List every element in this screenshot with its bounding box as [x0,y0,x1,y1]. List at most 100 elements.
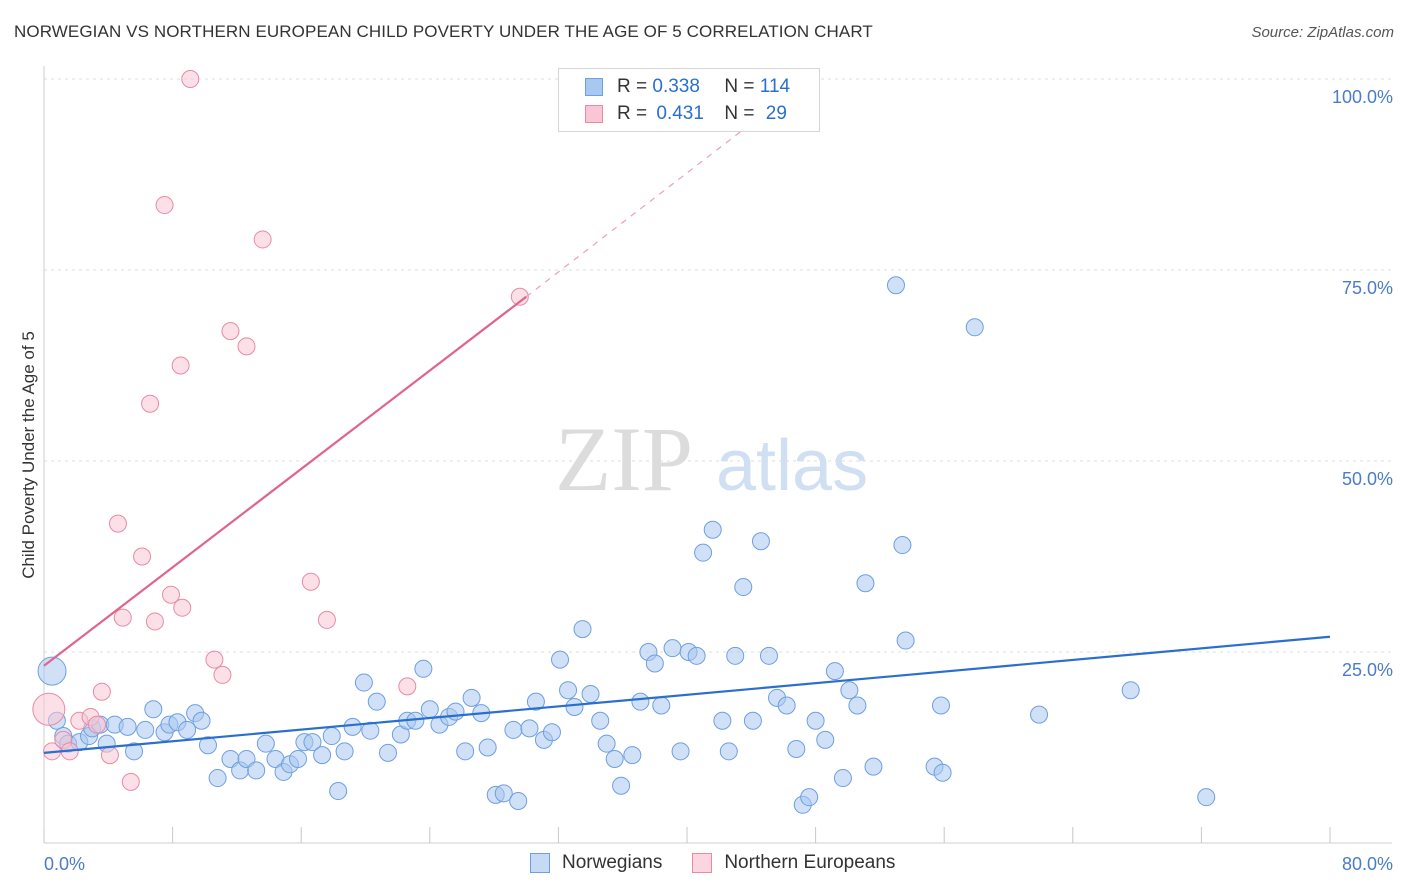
northern-europeans-point [108,514,127,533]
norwegians-point [559,681,578,700]
norwegians-point [931,696,950,715]
legend: R = 0.338 N = 114 R = 0.431 N = 29 [558,68,820,132]
legend-r-value: 0.431 [656,103,704,124]
northern-europeans-point [92,682,111,701]
bottom-legend-swatch-northern-europeans [692,853,713,873]
norwegians-point [623,746,642,765]
northern-europeans-point [317,610,336,629]
northern-europeans-point [398,677,417,696]
legend-n-label: N = [724,76,755,97]
norwegians-point [520,719,539,738]
trend-lines [43,116,1331,754]
bottom-legend-northern-europeans: Northern Europeans [692,852,895,874]
norwegians-point [816,730,835,749]
northern-europeans-point [181,70,200,88]
bottom-legend-swatch-norwegians [530,853,550,873]
legend-row-northern-europeans: R = 0.431 N = 29 [585,102,787,126]
norwegians-point [734,578,753,597]
northern-europeans-trend-line [43,295,527,667]
norwegians-point [965,318,984,337]
norwegians-point [456,742,475,761]
norwegians-point [864,757,883,776]
legend-n-label: N = [724,103,755,124]
norwegians-point [414,659,433,678]
norwegians-point [787,740,806,759]
norwegians-point [504,720,523,739]
northern-europeans-point [155,196,174,215]
x-tick-label-min: 0.0% [44,854,85,874]
northern-europeans-point [133,547,152,566]
norwegians-point [379,743,398,762]
norwegians-point [886,276,905,295]
legend-row-norwegians: R = 0.338 N = 114 [585,75,790,99]
series-norwegians [37,276,1216,814]
norwegians-point [367,692,386,711]
norwegians-point [612,776,631,795]
norwegians-point [361,721,380,740]
northern-europeans-point [113,608,132,627]
norwegians-point [573,620,592,639]
norwegians-point [581,685,600,704]
norwegians-point [509,791,528,810]
chart-title: NORWEGIAN VS NORTHERN EUROPEAN CHILD POV… [14,22,873,41]
norwegians-point [652,696,671,715]
northern-europeans-point [221,322,240,341]
norwegians-point [208,769,227,788]
norwegians-point [1197,788,1216,807]
northern-europeans-point [301,572,320,591]
northern-europeans-point [121,772,140,791]
y-tick-label: 100.0% [1332,87,1393,107]
norwegians-point [256,734,275,753]
norwegians-trend-line [43,635,1331,754]
norwegians-point [118,717,137,736]
norwegians-point [597,734,616,753]
norwegians-point [713,711,732,730]
norwegians-point [777,696,796,715]
norwegians-point [322,727,341,746]
norwegians-point [848,696,867,715]
grid-lines [44,78,1392,653]
norwegians-point [494,784,513,803]
norwegians-point [144,700,163,719]
northern-europeans-point [32,692,66,726]
norwegians-point [719,742,738,761]
norwegians-point [343,717,362,736]
watermark-atlas: atlas [716,426,868,506]
legend-n-value: 114 [759,76,791,97]
watermark: ZIP atlas [555,408,868,510]
norwegians-point [313,746,332,765]
bottom-legend-norwegians: Norwegians [530,852,662,874]
watermark-zip: ZIP [555,408,693,510]
legend-r-label: R = [617,76,648,97]
norwegians-point [726,646,745,665]
norwegians-point [671,742,690,761]
northern-europeans-point [145,612,164,631]
y-tick-label: 50.0% [1342,469,1393,489]
northern-europeans-point [205,650,224,669]
norwegians-point [1121,681,1140,700]
norwegians-point [645,654,664,673]
legend-r-label: R = [617,103,648,124]
norwegians-point [303,733,322,752]
norwegians-point [478,738,497,757]
norwegians-point [420,700,439,719]
legend-r-value: 0.338 [652,76,700,97]
norwegians-point [136,720,155,739]
norwegians-point [694,543,713,562]
northern-europeans-trend-extension [525,116,760,298]
bottom-legend-label-norwegians: Norwegians [562,852,663,873]
norwegians-point [800,788,819,807]
norwegians-point [462,688,481,707]
chart-source: Source: ZipAtlas.com [1251,24,1394,41]
northern-europeans-point [237,337,256,356]
norwegians-point [743,711,762,730]
norwegians-point [825,662,844,681]
northern-europeans-point [213,665,232,684]
northern-europeans-point [161,585,180,604]
y-tick-label: 25.0% [1342,660,1393,680]
northern-europeans-point [253,230,272,249]
norwegians-point [37,656,67,686]
norwegians-point [933,763,952,782]
y-tick-labels: 25.0% 50.0% 75.0% 100.0% [1332,87,1393,680]
